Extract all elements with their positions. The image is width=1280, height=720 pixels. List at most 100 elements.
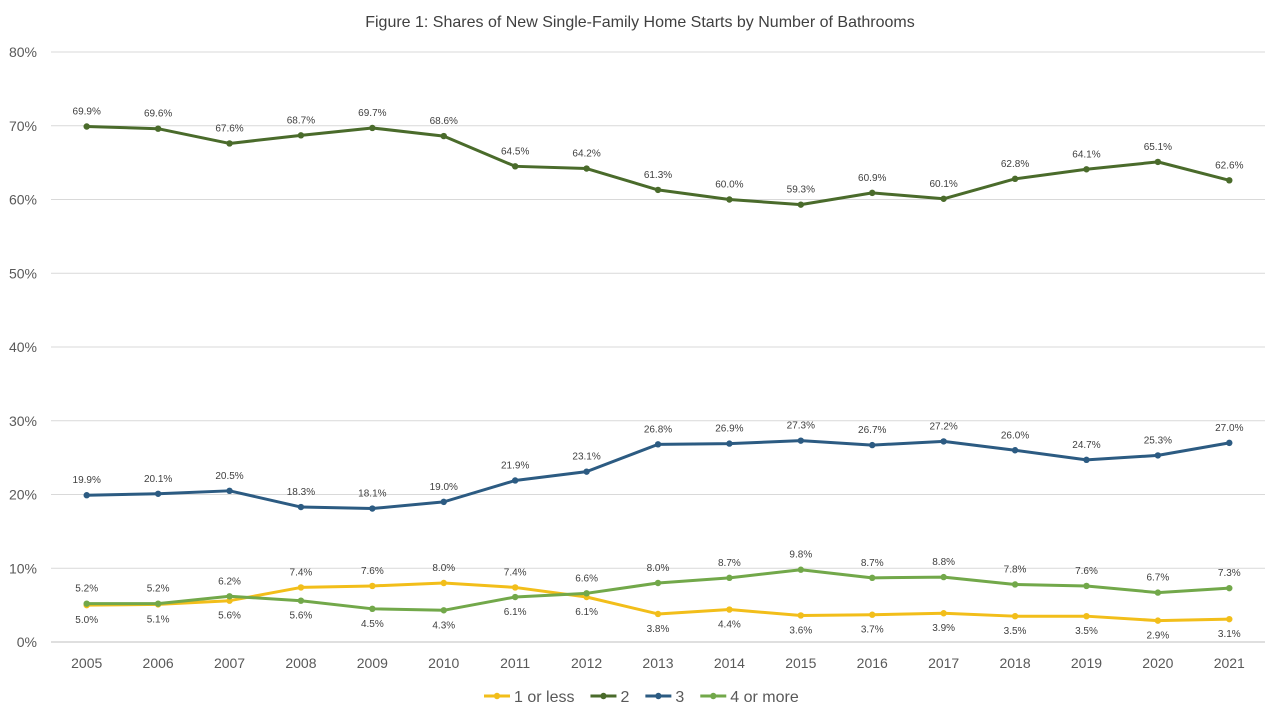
data-point bbox=[869, 189, 876, 197]
data-label: 5.2% bbox=[75, 584, 98, 595]
data-label: 9.8% bbox=[789, 550, 812, 561]
data-point bbox=[154, 600, 162, 607]
x-tick-label: 2017 bbox=[928, 655, 959, 671]
legend-marker bbox=[600, 692, 607, 700]
data-point bbox=[226, 487, 233, 495]
data-point bbox=[1083, 612, 1090, 620]
data-point bbox=[654, 610, 662, 618]
data-label: 26.0% bbox=[1001, 430, 1029, 441]
x-tick-label: 2013 bbox=[642, 655, 673, 671]
data-point bbox=[654, 186, 662, 194]
data-label: 7.3% bbox=[1218, 568, 1241, 579]
data-point bbox=[1083, 456, 1090, 464]
x-tick-label: 2007 bbox=[214, 655, 245, 671]
data-point bbox=[1154, 617, 1162, 624]
x-tick-label: 2009 bbox=[357, 655, 388, 671]
data-label: 19.9% bbox=[73, 475, 101, 486]
data-label: 65.1% bbox=[1144, 142, 1172, 153]
data-point bbox=[797, 566, 805, 573]
data-point bbox=[440, 579, 447, 587]
data-point bbox=[369, 505, 376, 512]
y-tick-label: 80% bbox=[9, 44, 37, 60]
data-label: 27.0% bbox=[1215, 423, 1243, 434]
data-point bbox=[654, 441, 662, 448]
data-label: 62.8% bbox=[1001, 159, 1029, 170]
legend-label: 3 bbox=[675, 689, 684, 706]
y-tick-label: 10% bbox=[9, 560, 37, 576]
data-label: 64.1% bbox=[1072, 149, 1100, 160]
data-label: 5.6% bbox=[290, 611, 313, 622]
x-tick-label: 2020 bbox=[1142, 655, 1173, 671]
x-tick-label: 2014 bbox=[714, 655, 745, 671]
data-label: 21.9% bbox=[501, 460, 529, 471]
data-label: 7.4% bbox=[504, 567, 527, 578]
data-point bbox=[1083, 166, 1090, 173]
data-label: 61.3% bbox=[644, 170, 672, 181]
data-label: 69.6% bbox=[144, 109, 172, 120]
data-label: 3.9% bbox=[932, 623, 955, 634]
data-label: 25.3% bbox=[1144, 435, 1172, 446]
data-label: 59.3% bbox=[787, 185, 815, 196]
data-label: 7.4% bbox=[290, 567, 313, 578]
data-point bbox=[726, 440, 733, 447]
data-label: 3.6% bbox=[789, 625, 812, 636]
x-tick-label: 2021 bbox=[1214, 655, 1245, 671]
data-point bbox=[154, 125, 162, 132]
data-point bbox=[583, 468, 590, 475]
x-axis-ticks: 2005 2006 2007 2008 2009 2010 2011 2012 2013 2014… bbox=[71, 655, 1245, 671]
data-label: 6.7% bbox=[1146, 573, 1169, 584]
data-label: 7.6% bbox=[361, 566, 384, 577]
data-label: 8.7% bbox=[718, 558, 741, 569]
data-point bbox=[797, 437, 805, 444]
data-point bbox=[226, 593, 233, 600]
data-point bbox=[297, 584, 305, 591]
data-label: 18.3% bbox=[287, 487, 315, 498]
data-point bbox=[940, 573, 947, 581]
data-point bbox=[1226, 439, 1233, 447]
data-point bbox=[440, 498, 447, 506]
x-tick-label: 2010 bbox=[428, 655, 459, 671]
legend-label: 4 or more bbox=[730, 689, 799, 706]
gridlines bbox=[51, 51, 1265, 643]
legend-item: 1 or less bbox=[484, 689, 574, 706]
data-point bbox=[369, 605, 376, 613]
data-point bbox=[1011, 581, 1019, 588]
data-label: 67.6% bbox=[215, 123, 243, 134]
x-tick-label: 2005 bbox=[71, 655, 102, 671]
data-point bbox=[83, 123, 90, 130]
data-label: 6.2% bbox=[218, 576, 241, 587]
data-label: 69.9% bbox=[73, 106, 101, 117]
data-point bbox=[797, 612, 805, 619]
data-label: 18.1% bbox=[358, 489, 386, 500]
data-point bbox=[726, 196, 733, 203]
data-label: 64.5% bbox=[501, 146, 529, 157]
data-point bbox=[511, 163, 519, 170]
data-point bbox=[1154, 589, 1162, 596]
legend-label: 1 or less bbox=[514, 689, 574, 706]
data-point bbox=[83, 492, 90, 499]
data-point bbox=[1011, 447, 1019, 454]
data-label: 4.5% bbox=[361, 619, 384, 630]
y-tick-label: 30% bbox=[9, 413, 37, 429]
x-tick-label: 2015 bbox=[785, 655, 816, 671]
data-label: 3.5% bbox=[1075, 626, 1098, 637]
data-label: 5.0% bbox=[75, 615, 98, 626]
data-label: 8.0% bbox=[647, 563, 670, 574]
data-point bbox=[583, 165, 590, 172]
x-tick-label: 2018 bbox=[999, 655, 1030, 671]
legend-item: 3 bbox=[645, 689, 684, 706]
data-point bbox=[83, 600, 90, 607]
data-label: 5.1% bbox=[147, 614, 170, 625]
y-tick-label: 40% bbox=[9, 339, 37, 355]
data-point bbox=[869, 441, 876, 449]
data-point bbox=[726, 606, 733, 613]
data-label: 4.4% bbox=[718, 620, 741, 631]
data-label: 64.2% bbox=[572, 149, 600, 160]
data-label: 60.1% bbox=[929, 179, 957, 190]
x-tick-label: 2019 bbox=[1071, 655, 1102, 671]
data-point bbox=[869, 611, 876, 618]
x-tick-label: 2006 bbox=[143, 655, 174, 671]
x-tick-label: 2012 bbox=[571, 655, 602, 671]
